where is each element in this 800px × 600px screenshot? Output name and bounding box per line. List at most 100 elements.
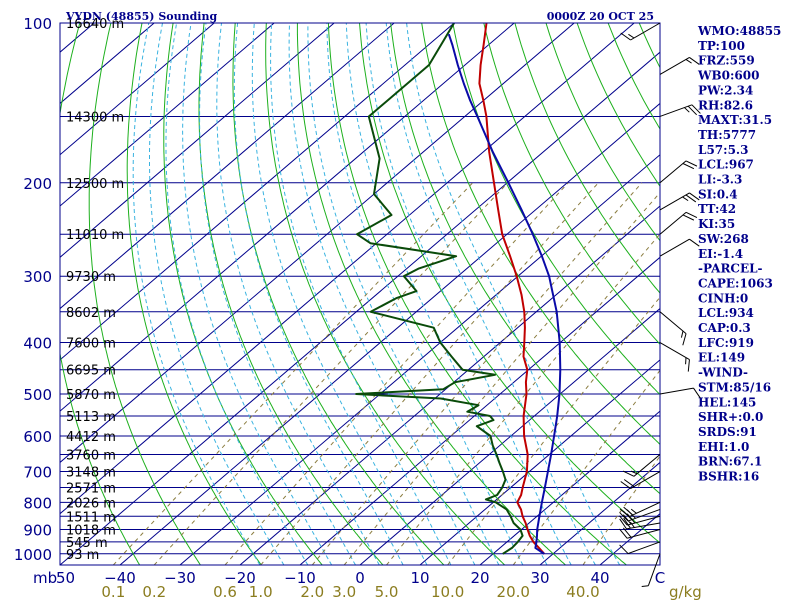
index-value: EL:149 <box>698 351 745 365</box>
barb-half-flag <box>630 508 637 514</box>
barb-half-flag <box>685 59 692 64</box>
moist-adiabat <box>345 23 548 565</box>
height-label: 4412 m <box>66 430 116 445</box>
dry-adiabat <box>60 23 141 565</box>
wind-barb <box>619 513 661 526</box>
mixing-ratio-line <box>343 191 660 565</box>
pressure-label: 900 <box>23 521 52 539</box>
index-value: LCL:967 <box>698 158 754 172</box>
dry-adiabat <box>452 23 660 396</box>
plot-frame <box>59 22 661 566</box>
mixing-ratio-line <box>112 182 474 565</box>
dry-adiabat <box>88 23 201 565</box>
dry-adiabat <box>545 23 660 242</box>
height-label: 2571 m <box>66 481 116 496</box>
pressure-label: 800 <box>23 494 52 512</box>
wind-barb <box>659 192 700 211</box>
wind-barb <box>659 211 698 235</box>
height-label: 545 m <box>66 536 108 551</box>
index-value: LCL:934 <box>698 306 754 320</box>
height-label: 9730 m <box>66 270 116 285</box>
moist-adiabat <box>216 23 380 565</box>
pressure-label: 500 <box>23 386 52 404</box>
height-label: 5113 m <box>66 410 116 425</box>
barb-half-flag <box>680 330 684 338</box>
index-value: EI:-1.4 <box>698 247 743 261</box>
index-value: BRN:67.1 <box>698 455 762 469</box>
barb-flag <box>687 105 698 116</box>
mixing-ratio-label: 10.0 <box>431 583 464 600</box>
pressure-label: 400 <box>23 335 52 353</box>
index-value: MAXT:31.5 <box>698 113 772 127</box>
isotherm-line <box>119 102 660 565</box>
index-value: KI:35 <box>698 217 735 231</box>
index-value: TP:100 <box>698 39 745 53</box>
barb-flag <box>689 57 700 65</box>
index-value: -WIND- <box>698 366 748 380</box>
isotherm-line <box>60 23 635 515</box>
height-label: 16640 m <box>66 17 124 32</box>
index-value: CINH:0 <box>698 291 748 305</box>
barb-flag <box>689 238 700 247</box>
barb-flag <box>622 470 635 477</box>
wind-barb <box>659 311 687 346</box>
index-value: LI:-3.3 <box>698 173 742 187</box>
barb-flag <box>682 333 687 346</box>
index-value: LFC:919 <box>698 336 754 350</box>
barb-staff <box>627 528 661 539</box>
index-value: CAPE:1063 <box>698 276 773 290</box>
barb-flag <box>622 514 632 525</box>
barb-flag <box>685 194 697 203</box>
pressure-label: 700 <box>23 464 52 482</box>
height-label: 14300 m <box>66 110 124 125</box>
pressure-label: 600 <box>23 428 52 446</box>
moist-adiabat <box>307 23 500 565</box>
index-value: STM:85/16 <box>698 380 771 394</box>
temp-label: 0 <box>355 569 365 587</box>
mixing-ratio-line <box>447 296 660 565</box>
index-value: FRZ:559 <box>698 54 755 68</box>
mixing-ratio-line <box>260 182 599 565</box>
mixing-ratio-label: 0.1 <box>101 583 125 600</box>
moist-adiabat <box>233 23 404 565</box>
wind-barb <box>641 553 661 587</box>
isotherm-line <box>479 410 660 565</box>
wind-barb <box>619 541 661 555</box>
dry-adiabat <box>390 23 660 495</box>
moist-adiabat <box>165 23 309 565</box>
pressure-label: 200 <box>23 175 52 193</box>
wind-barb <box>620 22 661 41</box>
barb-flag <box>619 528 628 539</box>
isotherm-line <box>359 307 660 565</box>
barb-flag <box>687 359 690 372</box>
height-label: 11010 m <box>66 228 124 243</box>
temp-label: 40 <box>590 569 609 587</box>
barb-flag <box>620 32 631 41</box>
dewpoint-profile <box>355 23 524 555</box>
barb-staff <box>659 57 690 75</box>
index-value: -PARCEL- <box>698 262 763 276</box>
barb-flag <box>619 508 630 518</box>
index-value: TT:42 <box>698 202 736 216</box>
barb-staff <box>630 471 661 489</box>
dry-adiabat <box>265 23 506 565</box>
wind-barb <box>659 160 698 184</box>
temp-label: −20 <box>224 569 256 587</box>
sounding-time: 0000Z 20 OCT 25 <box>547 10 654 23</box>
barb-half-flag <box>629 521 635 528</box>
mixing-ratio-line <box>512 369 660 565</box>
height-label: 1018 m <box>66 523 116 538</box>
barb-flag <box>623 506 634 516</box>
barb-flag <box>619 518 627 530</box>
wind-barb <box>659 104 701 117</box>
barb-half-flag <box>628 33 635 39</box>
height-label: 3148 m <box>66 466 116 481</box>
index-value: WMO:48855 <box>697 24 781 38</box>
index-value: L57:5.3 <box>698 143 748 157</box>
index-value: CAP:0.3 <box>698 321 751 335</box>
isotherm-line <box>60 23 215 156</box>
height-label: 8602 m <box>66 306 116 321</box>
moist-adiabat <box>182 23 333 565</box>
barb-staff <box>659 104 693 117</box>
